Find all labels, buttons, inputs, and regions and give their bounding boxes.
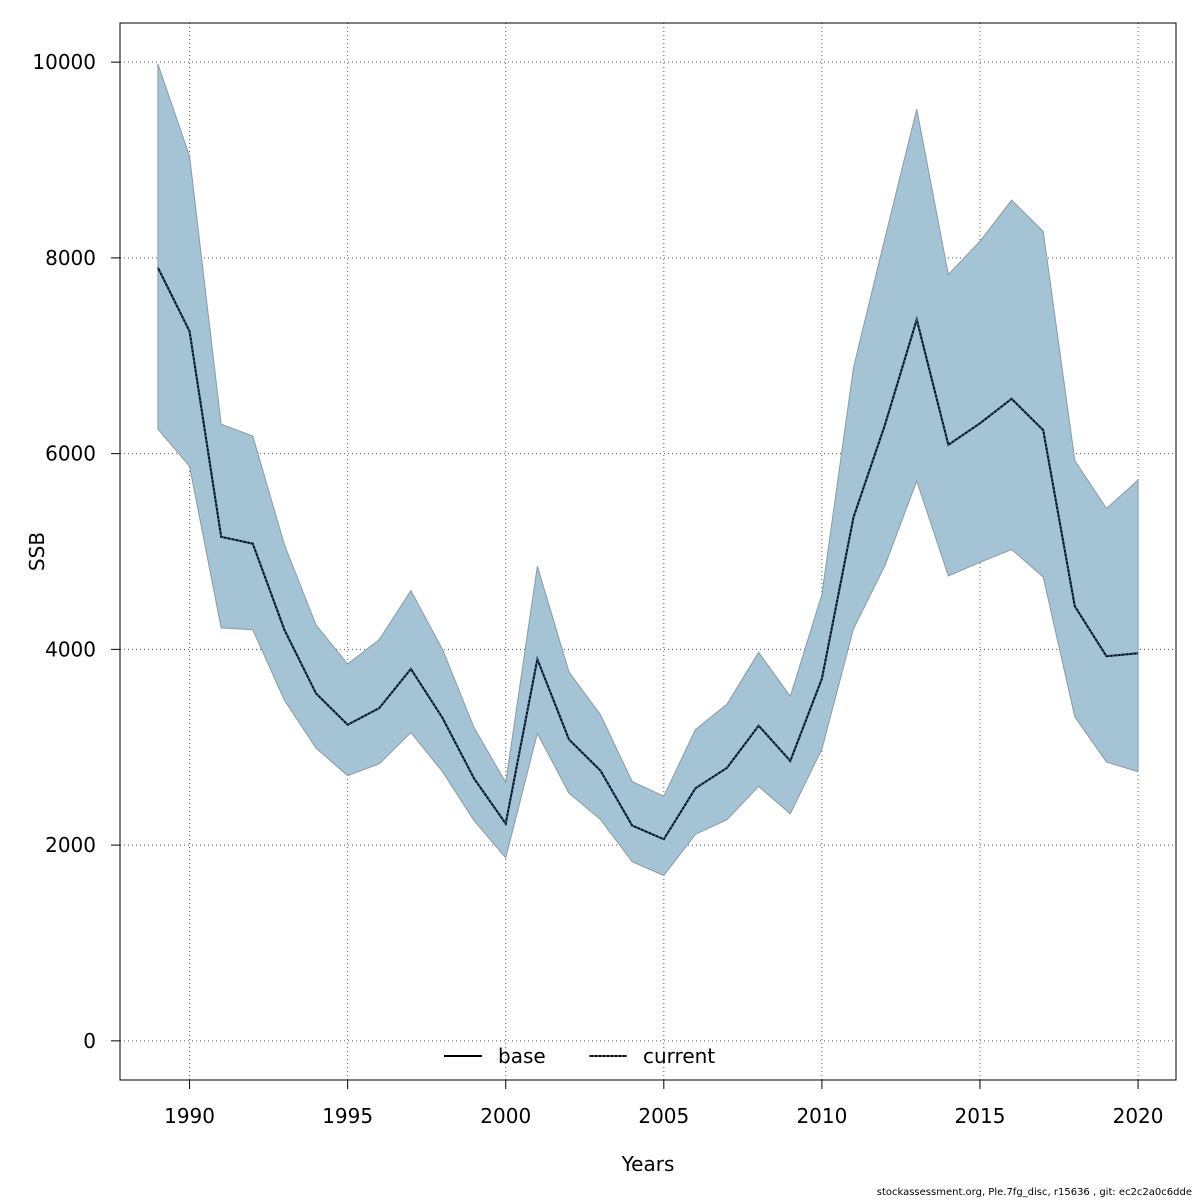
y-tick-label: 4000 (45, 637, 96, 661)
y-tick-label: 8000 (45, 246, 96, 270)
series-line-current (157, 267, 1139, 841)
ci-band-polygon (157, 63, 1139, 877)
y-axis: 0 2000 4000 6000 8000 10000 (32, 50, 120, 1053)
confidence-band (157, 63, 1139, 877)
y-tick-label: 10000 (32, 50, 96, 74)
x-tick-label: 2000 (480, 1104, 531, 1128)
x-tick-label: 1990 (164, 1104, 215, 1128)
y-axis-title: SSB (25, 532, 49, 571)
x-axis-title: Years (621, 1152, 675, 1176)
y-tick-label: 0 (83, 1029, 96, 1053)
x-tick-label: 1995 (322, 1104, 373, 1128)
legend: base current (444, 1044, 715, 1068)
x-tick-label: 2010 (796, 1104, 847, 1128)
x-tick-label: 2005 (638, 1104, 689, 1128)
legend-label-current: current (643, 1044, 715, 1068)
plot-frame (119, 22, 1177, 1081)
x-axis: 1990 1995 2000 2005 2010 2015 2020 (164, 1080, 1164, 1128)
y-tick-label: 6000 (45, 442, 96, 466)
footer-credit: stockassessment.org, Ple.7fg_disc, r1563… (876, 1187, 1192, 1198)
x-tick-label: 2020 (1113, 1104, 1164, 1128)
legend-label-base: base (498, 1044, 546, 1068)
y-tick-label: 2000 (45, 833, 96, 857)
x-tick-label: 2015 (955, 1104, 1006, 1128)
series-lines (157, 267, 1139, 841)
